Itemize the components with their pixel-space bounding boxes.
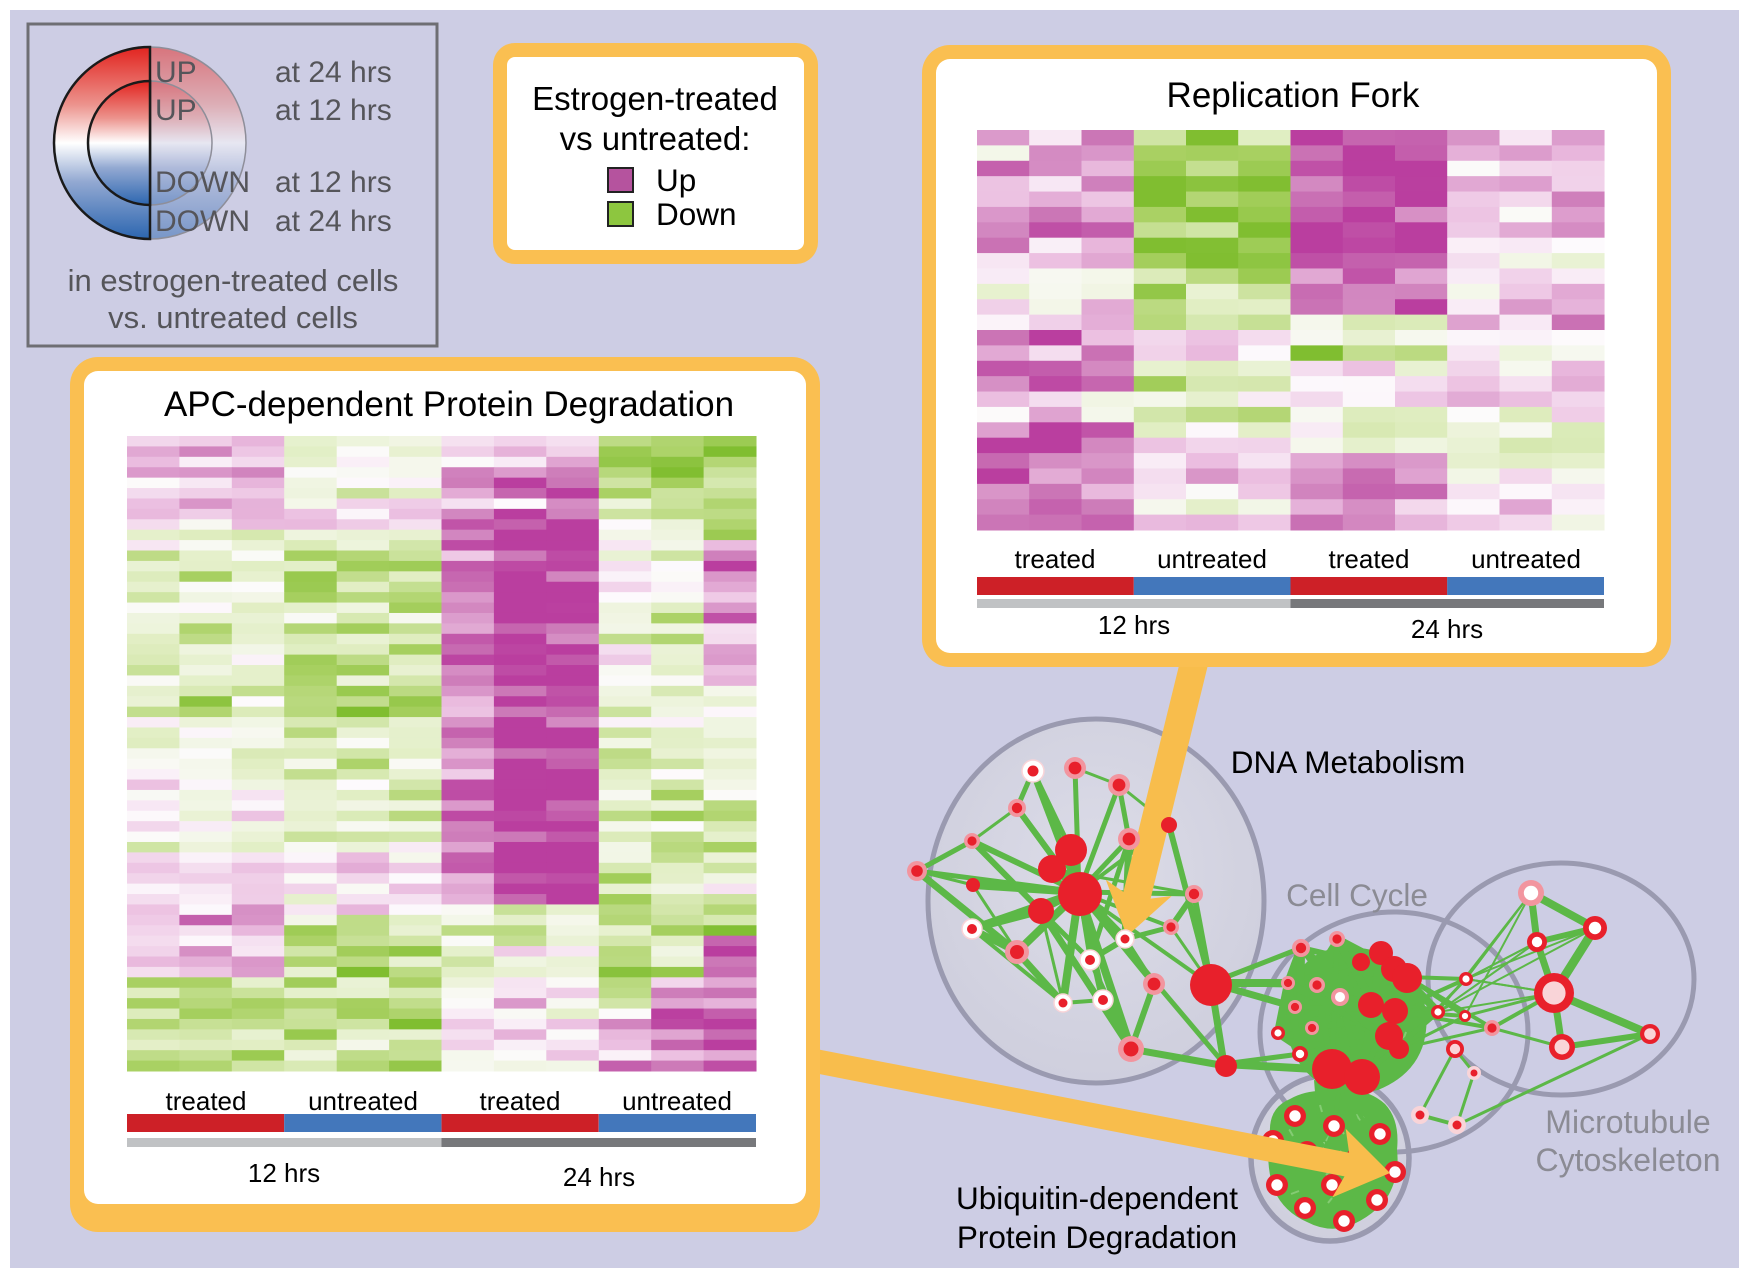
- svg-text:Protein Degradation: Protein Degradation: [957, 1219, 1237, 1255]
- svg-text:untreated: untreated: [1157, 544, 1267, 574]
- svg-text:untreated: untreated: [308, 1086, 418, 1116]
- svg-text:DNA Metabolism: DNA Metabolism: [1231, 744, 1466, 780]
- svg-text:Cytoskeleton: Cytoskeleton: [1536, 1142, 1721, 1178]
- svg-text:in estrogen-treated cells: in estrogen-treated cells: [68, 263, 399, 298]
- svg-text:Cell Cycle: Cell Cycle: [1286, 877, 1428, 913]
- svg-text:at 12 hrs: at 12 hrs: [275, 166, 392, 199]
- svg-text:Microtubule: Microtubule: [1545, 1104, 1710, 1140]
- svg-text:untreated: untreated: [622, 1086, 732, 1116]
- svg-text:at 24 hrs: at 24 hrs: [275, 205, 392, 238]
- svg-text:12 hrs: 12 hrs: [248, 1158, 320, 1188]
- svg-text:24 hrs: 24 hrs: [1411, 614, 1483, 644]
- svg-text:untreated: untreated: [1471, 544, 1581, 574]
- svg-text:treated: treated: [166, 1086, 247, 1116]
- svg-text:Up: Up: [656, 162, 696, 198]
- svg-text:Estrogen-treated: Estrogen-treated: [532, 80, 778, 117]
- svg-text:vs untreated:: vs untreated:: [560, 120, 751, 157]
- svg-text:at 12 hrs: at 12 hrs: [275, 94, 392, 127]
- svg-text:APC-dependent Protein Degradat: APC-dependent Protein Degradation: [164, 385, 734, 424]
- svg-text:at 24 hrs: at 24 hrs: [275, 56, 392, 89]
- svg-text:UP: UP: [155, 56, 197, 89]
- svg-text:DOWN: DOWN: [155, 166, 250, 199]
- svg-text:Ubiquitin-dependent: Ubiquitin-dependent: [956, 1180, 1238, 1216]
- svg-text:treated: treated: [1329, 544, 1410, 574]
- svg-text:vs. untreated cells: vs. untreated cells: [108, 300, 358, 335]
- svg-text:treated: treated: [480, 1086, 561, 1116]
- svg-text:DOWN: DOWN: [155, 205, 250, 238]
- svg-text:24 hrs: 24 hrs: [563, 1162, 635, 1192]
- svg-text:UP: UP: [155, 94, 197, 127]
- svg-text:treated: treated: [1015, 544, 1096, 574]
- svg-text:Down: Down: [656, 196, 737, 232]
- svg-text:12 hrs: 12 hrs: [1098, 610, 1170, 640]
- svg-text:Replication Fork: Replication Fork: [1167, 76, 1420, 115]
